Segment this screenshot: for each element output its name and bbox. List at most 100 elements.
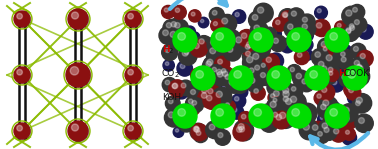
Circle shape bbox=[211, 28, 235, 52]
Circle shape bbox=[353, 46, 358, 51]
Circle shape bbox=[210, 48, 216, 54]
Circle shape bbox=[14, 11, 30, 27]
Circle shape bbox=[271, 75, 281, 85]
Circle shape bbox=[71, 124, 79, 131]
Circle shape bbox=[188, 99, 193, 104]
Circle shape bbox=[125, 11, 141, 27]
Circle shape bbox=[284, 21, 301, 38]
Circle shape bbox=[161, 5, 175, 18]
Circle shape bbox=[319, 120, 336, 137]
Circle shape bbox=[291, 111, 307, 127]
Circle shape bbox=[182, 120, 187, 125]
Circle shape bbox=[299, 76, 314, 92]
Circle shape bbox=[172, 83, 178, 89]
Circle shape bbox=[222, 71, 228, 76]
Circle shape bbox=[320, 115, 325, 120]
Circle shape bbox=[303, 41, 307, 45]
Circle shape bbox=[17, 125, 22, 131]
Circle shape bbox=[253, 41, 270, 58]
Circle shape bbox=[232, 44, 236, 48]
Circle shape bbox=[302, 79, 307, 84]
Circle shape bbox=[268, 53, 284, 69]
Circle shape bbox=[235, 80, 240, 85]
Circle shape bbox=[270, 101, 276, 108]
Circle shape bbox=[350, 25, 355, 30]
Circle shape bbox=[184, 50, 189, 55]
Circle shape bbox=[196, 131, 201, 135]
Circle shape bbox=[164, 8, 169, 12]
Circle shape bbox=[128, 13, 133, 19]
Circle shape bbox=[350, 94, 354, 98]
Circle shape bbox=[260, 114, 279, 132]
Circle shape bbox=[298, 103, 302, 106]
Circle shape bbox=[323, 47, 327, 51]
Circle shape bbox=[318, 113, 331, 126]
Circle shape bbox=[254, 41, 260, 47]
Circle shape bbox=[302, 17, 307, 22]
Circle shape bbox=[199, 70, 215, 85]
Circle shape bbox=[203, 92, 220, 109]
Circle shape bbox=[193, 38, 207, 52]
Circle shape bbox=[218, 14, 237, 33]
Circle shape bbox=[332, 80, 337, 85]
Circle shape bbox=[346, 85, 361, 100]
Circle shape bbox=[257, 7, 264, 13]
Circle shape bbox=[238, 88, 242, 92]
Circle shape bbox=[340, 47, 345, 52]
Circle shape bbox=[328, 54, 331, 57]
Circle shape bbox=[349, 72, 355, 79]
Circle shape bbox=[315, 129, 329, 143]
Circle shape bbox=[251, 62, 267, 78]
Circle shape bbox=[329, 71, 333, 75]
Circle shape bbox=[309, 121, 327, 139]
Circle shape bbox=[165, 47, 170, 53]
Circle shape bbox=[352, 94, 372, 113]
FancyArrowPatch shape bbox=[310, 133, 368, 149]
Circle shape bbox=[291, 11, 296, 16]
Circle shape bbox=[216, 33, 223, 40]
Circle shape bbox=[326, 69, 339, 81]
Circle shape bbox=[182, 50, 188, 56]
Circle shape bbox=[192, 76, 210, 95]
Circle shape bbox=[325, 28, 349, 52]
Circle shape bbox=[315, 52, 321, 57]
Circle shape bbox=[254, 109, 262, 116]
Circle shape bbox=[270, 87, 288, 106]
Circle shape bbox=[299, 21, 316, 38]
Circle shape bbox=[280, 38, 295, 53]
Circle shape bbox=[166, 28, 185, 47]
Circle shape bbox=[317, 101, 334, 118]
Circle shape bbox=[227, 46, 233, 52]
Circle shape bbox=[187, 102, 200, 115]
Circle shape bbox=[225, 75, 230, 79]
Circle shape bbox=[305, 66, 329, 90]
Circle shape bbox=[357, 50, 373, 67]
Circle shape bbox=[342, 131, 356, 145]
Circle shape bbox=[163, 60, 174, 71]
Circle shape bbox=[196, 71, 203, 78]
Circle shape bbox=[350, 4, 365, 20]
Circle shape bbox=[209, 82, 222, 94]
Circle shape bbox=[273, 98, 277, 102]
Circle shape bbox=[166, 29, 170, 33]
Circle shape bbox=[232, 108, 237, 112]
Circle shape bbox=[208, 77, 211, 81]
Circle shape bbox=[212, 87, 232, 107]
Circle shape bbox=[336, 70, 348, 82]
Circle shape bbox=[15, 12, 31, 28]
Circle shape bbox=[260, 73, 265, 78]
Circle shape bbox=[279, 87, 299, 107]
Circle shape bbox=[17, 13, 22, 19]
Circle shape bbox=[15, 124, 31, 140]
Circle shape bbox=[317, 9, 321, 13]
Circle shape bbox=[235, 37, 242, 43]
Circle shape bbox=[202, 58, 220, 75]
Circle shape bbox=[288, 84, 303, 98]
Circle shape bbox=[255, 37, 260, 42]
Circle shape bbox=[173, 28, 197, 52]
Circle shape bbox=[14, 67, 30, 83]
Circle shape bbox=[339, 72, 353, 87]
Circle shape bbox=[359, 118, 364, 124]
Circle shape bbox=[327, 101, 340, 114]
Circle shape bbox=[285, 98, 291, 105]
